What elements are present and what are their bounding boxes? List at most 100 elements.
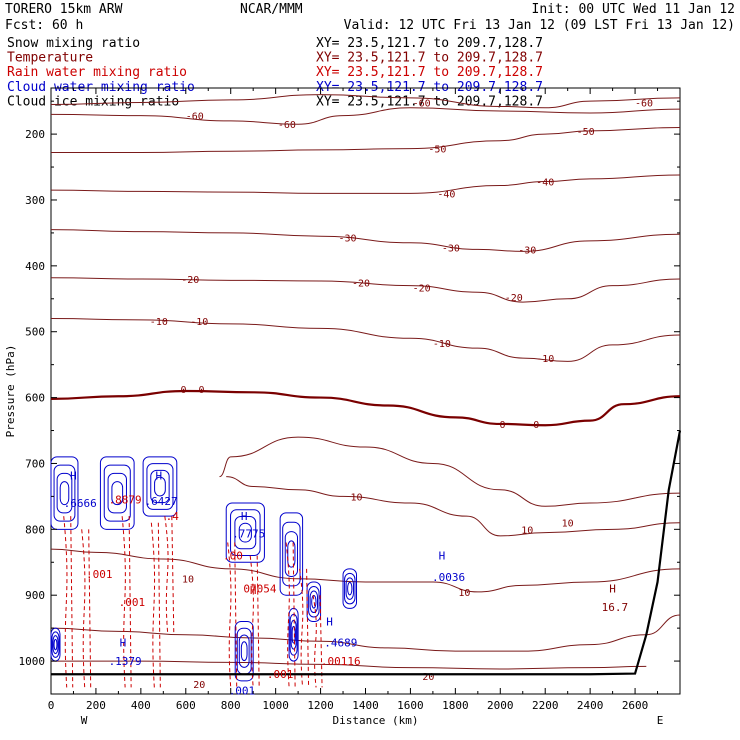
field-label-19: .00116: [321, 655, 361, 668]
legend-field-1: Temperature: [7, 51, 93, 66]
field-label-16: .001: [267, 668, 294, 681]
rain-column-edge-2: [128, 516, 132, 688]
y-tick-label-7: 900: [25, 589, 45, 602]
contour-label-5-1: -20: [352, 278, 370, 289]
cloud-water-contour-7-0: [234, 621, 254, 682]
field-label-6: H: [241, 510, 248, 523]
contour-label-0-3: -60: [635, 98, 653, 109]
field-label-3: H: [156, 469, 163, 482]
legend-field-3: Cloud water mixing ratio: [7, 80, 195, 95]
rain-column-edge-4: [171, 516, 175, 635]
legend-field-2: Rain water mixing ratio: [7, 65, 187, 80]
x-axis-label: Distance (km): [332, 714, 418, 727]
x-tick-label-5: 1000: [262, 699, 289, 712]
cloud-water-contour-1-0: [99, 456, 135, 530]
contour-label-6-3: -10: [536, 354, 554, 365]
field-label-9: 07054: [243, 583, 276, 596]
x-tick-label-10: 2000: [487, 699, 514, 712]
contour-label-5-2: -20: [413, 284, 431, 295]
rain-column-edge-7: [292, 542, 296, 688]
contour-label-0-0: -60: [186, 112, 204, 123]
rain-column-6: [249, 555, 254, 688]
rain-column-edge-5: [234, 542, 238, 688]
cloud-water-contour-3-2: [234, 515, 257, 550]
cloud-water-contour-4-0: [279, 512, 304, 596]
field-label-5: .4: [166, 510, 180, 523]
x-tick-label-4: 800: [221, 699, 241, 712]
contour-label-4-0: -30: [338, 234, 356, 245]
cloud-water-contour-3-1: [230, 509, 261, 557]
east-label: E: [657, 714, 664, 727]
temperature-contour-11: [50, 614, 681, 652]
x-tick-label-6: 1200: [307, 699, 334, 712]
cloud-water-contour-3-3: [238, 522, 252, 543]
x-tick-label-0: 0: [48, 699, 55, 712]
contour-label-5-0: -20: [181, 275, 199, 286]
contour-label-10-0: 10: [182, 575, 194, 586]
rain-column-edge-0: [70, 516, 74, 688]
contour-label-6-2: -10: [433, 339, 451, 350]
contour-label-2-0: -50: [428, 145, 446, 156]
y-tick-label-1: 300: [25, 194, 45, 207]
field-label-0: H: [70, 469, 77, 482]
contour-label-7-2: 0: [500, 420, 506, 431]
cloud-water-contour-2-0: [142, 456, 178, 517]
field-label-18: .4689: [324, 637, 357, 650]
y-tick-label-5: 700: [25, 457, 45, 470]
cloud-water-contour-5-1: [308, 586, 320, 618]
cloud-water-contour-0-2: [56, 472, 73, 514]
rain-column-edge-6: [256, 555, 260, 688]
legend-xy-1: XY= 23.5,121.7 to 209.7,128.7: [316, 51, 543, 66]
contour-label-8-0: 10: [521, 525, 533, 536]
west-label: W: [81, 714, 88, 727]
field-label-15: .001: [229, 685, 256, 698]
cloud-water-contour-9-1: [51, 631, 60, 658]
temperature-contour-1: [50, 107, 681, 125]
contour-label-7-1: 0: [198, 385, 204, 396]
contour-label-4-2: -30: [518, 245, 536, 256]
contour-label-5-3: -20: [505, 293, 523, 304]
cloud-water-contour-4-1: [282, 521, 301, 587]
contour-label-6-0: -10: [150, 317, 168, 328]
cloud-water-contour-6-1: [344, 572, 356, 605]
cloud-water-contour-5-3: [311, 594, 317, 609]
contour-label-0-1: -60: [278, 120, 296, 131]
cloud-water-contour-4-3: [287, 540, 296, 568]
temperature-contour-8: [219, 436, 681, 507]
temperature-contour-0: [50, 94, 681, 109]
cloud-water-contour-6-0: [342, 568, 358, 609]
center-name: NCAR/MMM: [240, 2, 303, 17]
temperature-contour-9: [226, 476, 681, 537]
y-tick-label-3: 500: [25, 326, 45, 339]
header: TORERO 15km ARW NCAR/MMM Init: 00 UTC We…: [5, 2, 735, 33]
rain-column-edge-3: [157, 522, 161, 688]
x-tick-label-1: 200: [86, 699, 106, 712]
x-tick-label-7: 1400: [352, 699, 379, 712]
cloud-water-contour-5-2: [309, 590, 319, 614]
contour-label-3-0: -40: [437, 189, 455, 200]
cloud-water-contour-7-2: [238, 634, 250, 668]
rain-column-edge-1: [88, 529, 92, 688]
x-tick-label-9: 1800: [442, 699, 469, 712]
cloud-water-contour-2-1: [146, 463, 174, 510]
field-label-7: .7775: [232, 527, 265, 540]
plot-area: -60 -60 -60 -60 -50 -50 -40 -40 -30 -30 -30 -20 -20 -…: [4, 87, 682, 727]
cloud-water-contour-6-3: [347, 581, 353, 596]
temperature-contour-12: [50, 660, 647, 670]
contour-label-4-1: -30: [442, 243, 460, 254]
temperature-contour-3: [50, 174, 681, 194]
cloud-water-contour-1-3: [111, 481, 124, 506]
cloud-water-contour-5-0: [306, 581, 322, 623]
cloud-water-contour-1-1: [103, 464, 131, 522]
contour-label-0-2: -60: [413, 98, 431, 109]
cloud-water-contour-3-0: [225, 502, 265, 563]
contour-label-7-0: 0: [181, 385, 187, 396]
cloud-water-contour-8-2: [290, 619, 297, 650]
field-label-4: .6427: [145, 495, 178, 508]
y-tick-label-8: 1000: [19, 655, 46, 668]
field-label-12: .001: [119, 596, 146, 609]
rain-column-5: [227, 542, 232, 688]
terrain-line: [51, 430, 682, 676]
contour-label-11-0: 20: [193, 680, 205, 691]
rain-column-edge-8: [306, 568, 310, 688]
